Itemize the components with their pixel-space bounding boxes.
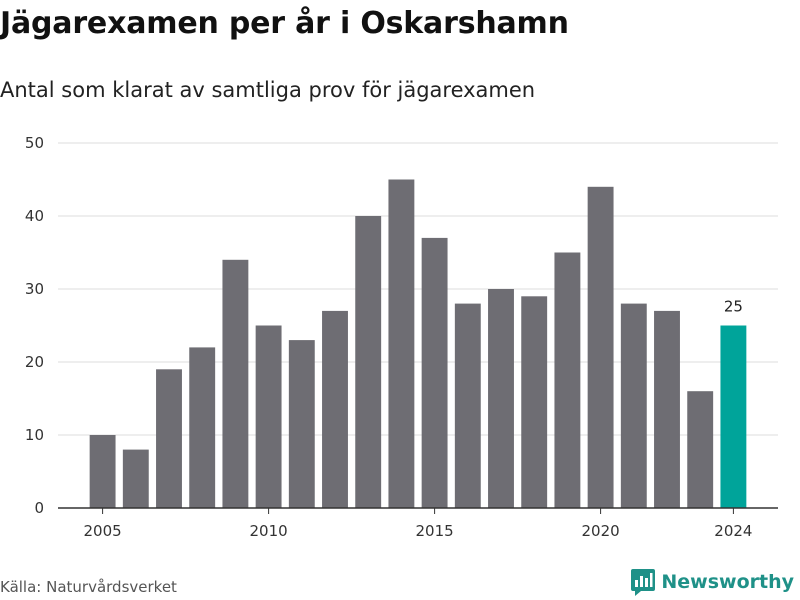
bar — [687, 391, 714, 508]
y-tick-label: 10 — [25, 426, 44, 444]
bar — [156, 369, 182, 508]
bar — [122, 449, 149, 508]
y-tick-label: 40 — [25, 207, 44, 225]
bar — [521, 296, 548, 508]
bar — [288, 340, 315, 508]
x-tick-label: 2020 — [582, 522, 620, 540]
bar — [355, 216, 382, 508]
y-axis-ticks: 0 10 20 30 40 50 — [25, 134, 44, 517]
bar — [255, 325, 282, 508]
bar-highlight — [720, 325, 747, 508]
bars — [89, 179, 747, 509]
bar — [488, 289, 514, 508]
bar-chart: 0 10 20 30 40 50 2005 2010 2015 2020 2024 25 — [25, 134, 778, 540]
data-label: 25 — [724, 298, 743, 316]
bar — [654, 310, 680, 508]
data-labels: 25 — [724, 298, 743, 316]
source-note: Källa: Naturvårdsverket — [0, 578, 177, 596]
newsworthy-logo-icon — [631, 569, 656, 596]
bar — [388, 179, 415, 508]
bar — [189, 347, 216, 508]
bar — [421, 237, 448, 508]
y-tick-label: 50 — [25, 134, 44, 152]
y-tick-label: 20 — [25, 353, 44, 371]
x-tick-label: 2024 — [714, 522, 752, 540]
brand-name: Newsworthy — [661, 571, 794, 593]
y-tick-label: 30 — [25, 280, 44, 298]
chart-title: Jägarexamen per år i Oskarshamn — [0, 6, 569, 41]
bar — [554, 252, 581, 508]
chart-subtitle: Antal som klarat av samtliga prov för jä… — [0, 78, 536, 102]
bar — [587, 186, 614, 509]
x-tick-label: 2005 — [84, 522, 122, 540]
bar — [89, 435, 116, 508]
bar — [222, 259, 249, 508]
x-axis-ticks: 2005 2010 2015 2020 2024 — [84, 508, 752, 540]
x-tick-label: 2010 — [250, 522, 288, 540]
x-tick-label: 2015 — [416, 522, 454, 540]
brand-logo: Newsworthy — [630, 567, 794, 597]
y-tick-label: 0 — [34, 499, 44, 517]
bar — [620, 303, 647, 508]
bar — [322, 310, 348, 508]
bar — [454, 303, 481, 508]
